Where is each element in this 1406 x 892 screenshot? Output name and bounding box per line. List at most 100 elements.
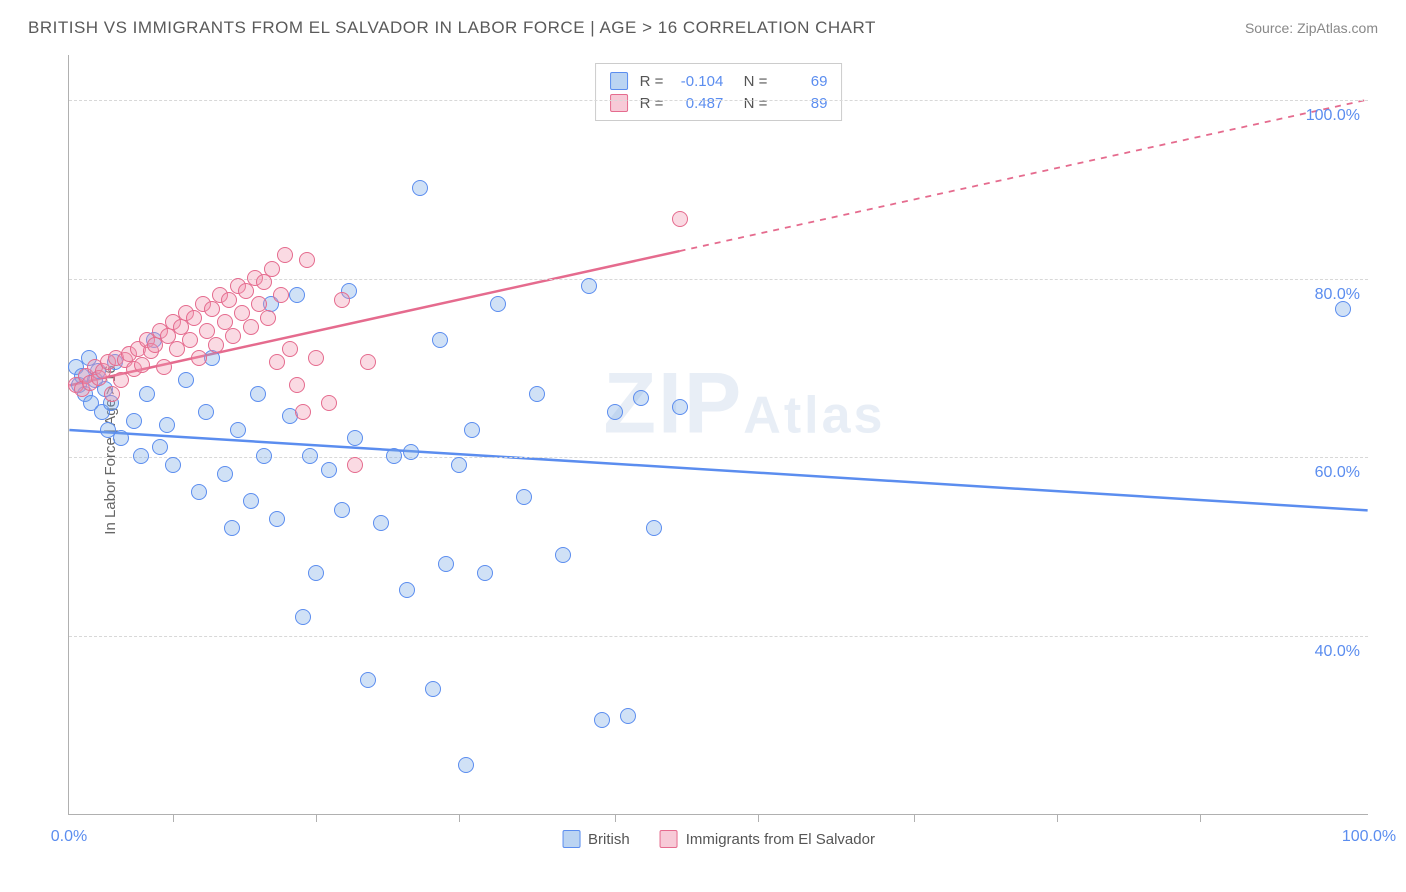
x-tick — [459, 814, 460, 822]
r-label: R = — [640, 95, 664, 112]
y-tick-label: 80.0% — [1315, 286, 1360, 304]
data-point — [243, 493, 259, 509]
data-point — [347, 457, 363, 473]
x-tick — [1057, 814, 1058, 822]
data-point — [516, 489, 532, 505]
legend-swatch-pink — [610, 94, 628, 112]
data-point — [432, 332, 448, 348]
x-tick — [914, 814, 915, 822]
data-point — [403, 444, 419, 460]
data-point — [152, 439, 168, 455]
n-value: 69 — [775, 73, 827, 90]
data-point — [299, 252, 315, 268]
chart-title: BRITISH VS IMMIGRANTS FROM EL SALVADOR I… — [28, 18, 876, 38]
gridline — [69, 636, 1368, 637]
data-point — [1335, 301, 1351, 317]
n-value: 89 — [775, 95, 827, 112]
data-point — [386, 448, 402, 464]
chart-header: BRITISH VS IMMIGRANTS FROM EL SALVADOR I… — [0, 0, 1406, 48]
data-point — [224, 520, 240, 536]
r-value: -0.104 — [671, 73, 723, 90]
data-point — [186, 310, 202, 326]
data-point — [633, 390, 649, 406]
correlation-legend: R = -0.104 N = 69 R = 0.487 N = 89 — [595, 63, 843, 121]
data-point — [156, 359, 172, 375]
data-point — [360, 672, 376, 688]
data-point — [321, 462, 337, 478]
x-tick — [1200, 814, 1201, 822]
legend-row: R = -0.104 N = 69 — [610, 70, 828, 92]
data-point — [273, 287, 289, 303]
data-point — [104, 386, 120, 402]
data-point — [581, 278, 597, 294]
data-point — [221, 292, 237, 308]
data-point — [399, 582, 415, 598]
data-point — [159, 417, 175, 433]
data-point — [243, 319, 259, 335]
data-point — [264, 261, 280, 277]
data-point — [139, 386, 155, 402]
x-tick-label: 100.0% — [1342, 828, 1396, 846]
x-tick — [316, 814, 317, 822]
n-label: N = — [735, 95, 767, 112]
data-point — [308, 565, 324, 581]
data-point — [555, 547, 571, 563]
source-label: Source: ZipAtlas.com — [1245, 20, 1378, 36]
data-point — [289, 287, 305, 303]
r-value: 0.487 — [671, 95, 723, 112]
x-tick — [615, 814, 616, 822]
data-point — [225, 328, 241, 344]
legend-item: British — [562, 830, 630, 848]
trend-line — [69, 430, 1367, 510]
data-point — [198, 404, 214, 420]
trend-lines-layer — [69, 55, 1368, 814]
data-point — [438, 556, 454, 572]
data-point — [260, 310, 276, 326]
data-point — [529, 386, 545, 402]
data-point — [126, 413, 142, 429]
data-point — [282, 341, 298, 357]
data-point — [672, 399, 688, 415]
data-point — [464, 422, 480, 438]
data-point — [238, 283, 254, 299]
legend-swatch-blue — [562, 830, 580, 848]
data-point — [269, 354, 285, 370]
data-point — [594, 712, 610, 728]
data-point — [269, 511, 285, 527]
data-point — [360, 354, 376, 370]
x-tick — [758, 814, 759, 822]
data-point — [295, 609, 311, 625]
data-point — [490, 296, 506, 312]
data-point — [672, 211, 688, 227]
data-point — [302, 448, 318, 464]
legend-label: Immigrants from El Salvador — [686, 831, 875, 848]
data-point — [191, 484, 207, 500]
data-point — [451, 457, 467, 473]
data-point — [133, 448, 149, 464]
data-point — [308, 350, 324, 366]
legend-item: Immigrants from El Salvador — [660, 830, 875, 848]
x-tick — [173, 814, 174, 822]
data-point — [250, 386, 266, 402]
data-point — [113, 372, 129, 388]
x-tick-label: 0.0% — [51, 828, 87, 846]
legend-swatch-blue — [610, 72, 628, 90]
data-point — [458, 757, 474, 773]
data-point — [134, 357, 150, 373]
data-point — [334, 292, 350, 308]
data-point — [256, 448, 272, 464]
data-point — [165, 457, 181, 473]
data-point — [477, 565, 493, 581]
trend-line-dashed — [680, 100, 1368, 251]
data-point — [230, 422, 246, 438]
r-label: R = — [640, 73, 664, 90]
data-point — [289, 377, 305, 393]
data-point — [295, 404, 311, 420]
chart-container: In Labor Force | Age > 16 ZIPAtlas R = -… — [50, 55, 1370, 845]
data-point — [334, 502, 350, 518]
data-point — [373, 515, 389, 531]
data-point — [217, 466, 233, 482]
legend-row: R = 0.487 N = 89 — [610, 92, 828, 114]
legend-label: British — [588, 831, 630, 848]
series-legend: British Immigrants from El Salvador — [562, 830, 875, 848]
